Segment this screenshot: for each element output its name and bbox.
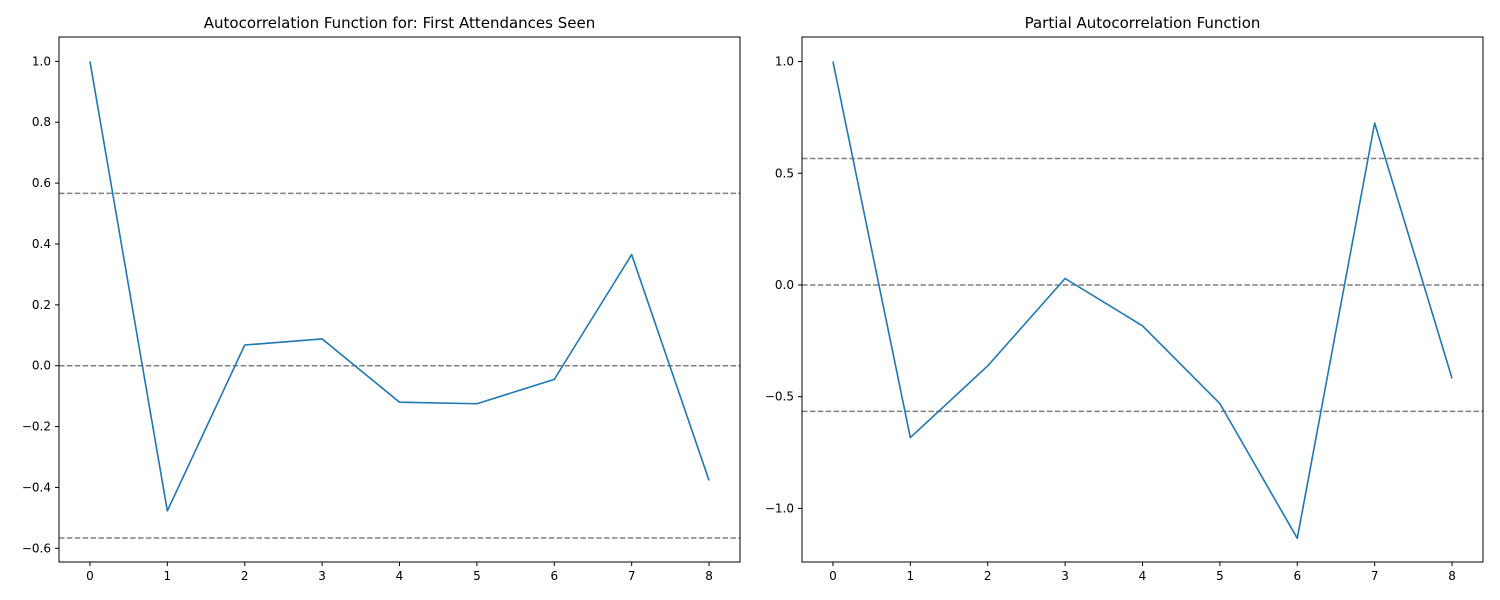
- pacf-x-tick-label: 5: [1216, 569, 1224, 583]
- acf-x-tick-label: 0: [86, 569, 94, 583]
- acf-chart: Autocorrelation Function for: First Atte…: [22, 14, 741, 583]
- pacf-x-tick-label: 6: [1293, 569, 1301, 583]
- pacf-x-tick-label: 4: [1139, 569, 1147, 583]
- acf-y-tick-label: 0.4: [32, 237, 51, 251]
- acf-y-tick-label: 0.0: [32, 359, 51, 373]
- pacf-x-tick-label: 7: [1371, 569, 1379, 583]
- pacf-chart: Partial Autocorrelation Function 0 1 2 3 4 5 6 7…: [765, 14, 1484, 583]
- acf-x-tick-label: 3: [318, 569, 326, 583]
- pacf-title: Partial Autocorrelation Function: [1025, 14, 1261, 32]
- acf-title: Autocorrelation Function for: First Atte…: [204, 14, 595, 32]
- acf-y-tick-label: 0.2: [32, 298, 51, 312]
- pacf-y-tick-label: 0.0: [775, 278, 794, 292]
- pacf-y-tick-label: −0.5: [765, 390, 794, 404]
- acf-x-tick-label: 8: [705, 569, 713, 583]
- acf-series-line: [89, 61, 710, 512]
- acf-x-tick-label: 6: [550, 569, 558, 583]
- pacf-plot-frame: [801, 36, 1484, 563]
- acf-y-tick-label: −0.4: [22, 480, 51, 494]
- acf-x-tick-label: 5: [473, 569, 481, 583]
- acf-y-tick-label: 0.6: [32, 176, 51, 190]
- pacf-x-tick-label: 3: [1061, 569, 1069, 583]
- acf-x-tick-label: 4: [396, 569, 404, 583]
- pacf-series-line: [832, 61, 1453, 540]
- acf-x-tick-label: 7: [628, 569, 636, 583]
- pacf-x-tick-label: 1: [907, 569, 915, 583]
- acf-y-tick-label: −0.6: [22, 541, 51, 555]
- acf-y-tick-label: 0.8: [32, 115, 51, 129]
- pacf-y-tick-label: −1.0: [765, 501, 794, 515]
- pacf-x-tick-label: 8: [1448, 569, 1456, 583]
- acf-y-tick-label: −0.2: [22, 420, 51, 434]
- pacf-y-tick-label: 1.0: [775, 55, 794, 69]
- acf-plot-frame: [58, 36, 741, 563]
- acf-x-tick-label: 1: [164, 569, 172, 583]
- acf-y-tick-label: 1.0: [32, 54, 51, 68]
- pacf-y-tick-label: 0.5: [775, 166, 794, 180]
- acf-x-tick-label: 2: [241, 569, 249, 583]
- pacf-x-tick-label: 2: [984, 569, 992, 583]
- pacf-x-tick-label: 0: [829, 569, 837, 583]
